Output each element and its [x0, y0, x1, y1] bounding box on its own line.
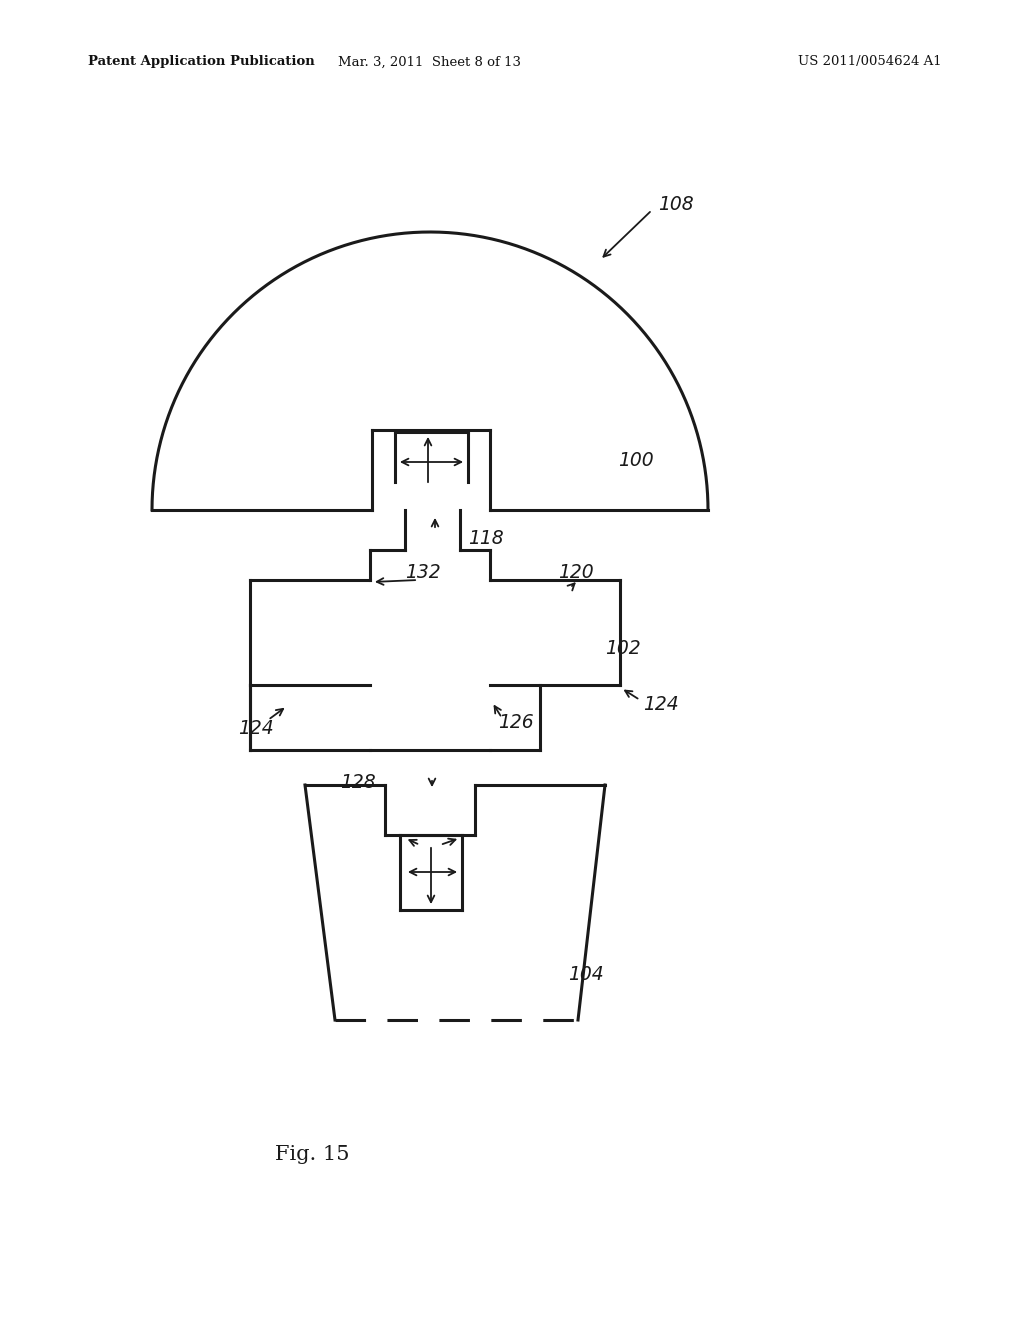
- Text: 124: 124: [238, 718, 273, 738]
- Text: 132: 132: [406, 562, 440, 582]
- Text: 120: 120: [558, 564, 594, 582]
- Text: 100: 100: [618, 450, 653, 470]
- Text: 124: 124: [643, 696, 679, 714]
- Text: 104: 104: [568, 965, 603, 985]
- Text: 118: 118: [468, 528, 504, 548]
- Text: Fig. 15: Fig. 15: [275, 1146, 349, 1164]
- Text: US 2011/0054624 A1: US 2011/0054624 A1: [798, 55, 942, 69]
- Text: 128: 128: [340, 774, 376, 792]
- Text: Mar. 3, 2011  Sheet 8 of 13: Mar. 3, 2011 Sheet 8 of 13: [339, 55, 521, 69]
- Text: 102: 102: [605, 639, 641, 657]
- Text: Patent Application Publication: Patent Application Publication: [88, 55, 314, 69]
- Text: 126: 126: [498, 714, 534, 733]
- Text: 108: 108: [658, 195, 693, 214]
